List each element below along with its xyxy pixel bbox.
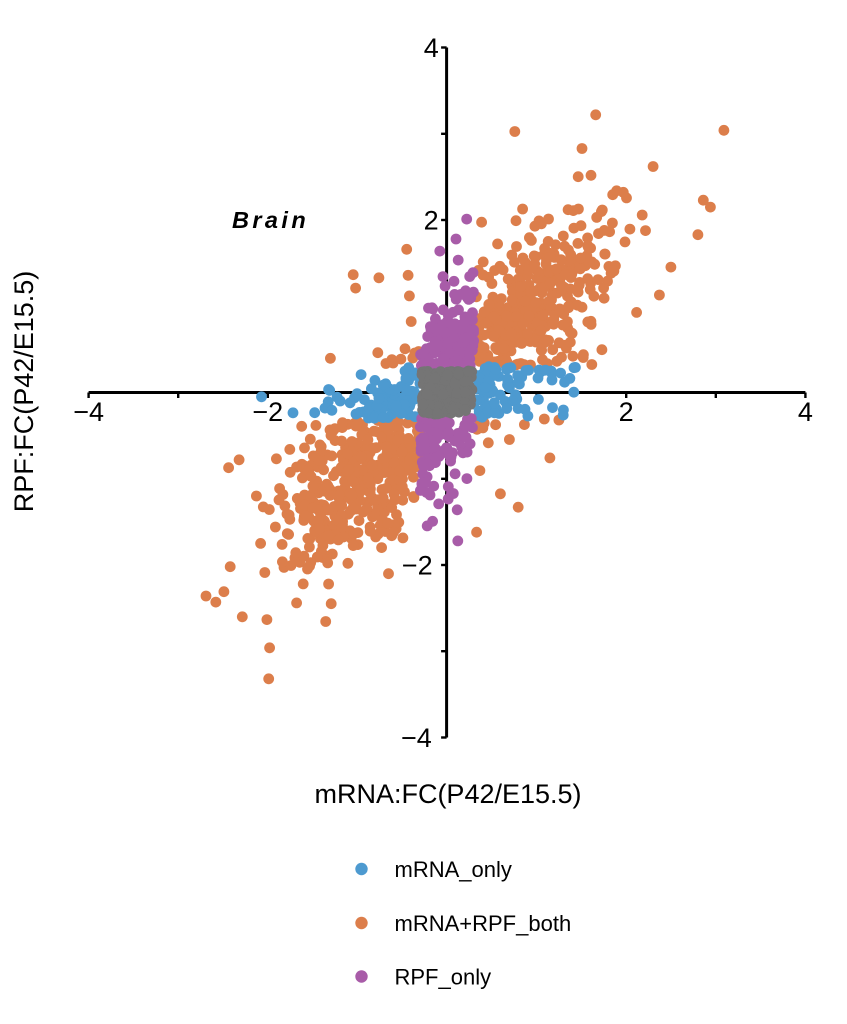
svg-text:2: 2 bbox=[619, 397, 634, 427]
svg-text:mRNA+RPF_both: mRNA+RPF_both bbox=[395, 911, 572, 936]
svg-text:mRNA_only: mRNA_only bbox=[395, 857, 512, 882]
svg-text:2: 2 bbox=[424, 206, 439, 236]
svg-text:4: 4 bbox=[798, 397, 813, 427]
svg-text:RPF_only: RPF_only bbox=[395, 965, 492, 990]
svg-text:−4: −4 bbox=[73, 397, 104, 427]
svg-text:−2: −2 bbox=[402, 551, 433, 581]
svg-text:mRNA:FC(P42/E15.5): mRNA:FC(P42/E15.5) bbox=[314, 779, 581, 809]
svg-text:−4: −4 bbox=[401, 723, 432, 753]
svg-text:−2: −2 bbox=[252, 397, 283, 427]
svg-text:Brain: Brain bbox=[232, 207, 309, 233]
svg-text:4: 4 bbox=[424, 33, 439, 63]
svg-text:RPF:FC(P42/E15.5): RPF:FC(P42/E15.5) bbox=[9, 271, 39, 513]
